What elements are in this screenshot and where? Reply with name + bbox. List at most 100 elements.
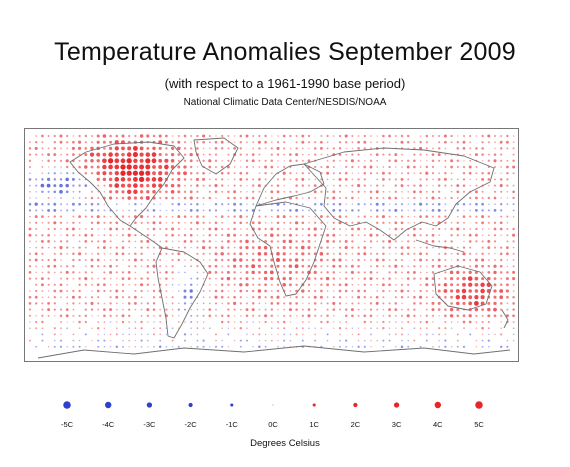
anomaly-dot (252, 277, 255, 280)
anomaly-dot (28, 271, 32, 274)
anomaly-dot (450, 178, 453, 181)
anomaly-dot (246, 141, 248, 144)
anomaly-dot (152, 165, 156, 169)
anomaly-dot (28, 178, 32, 181)
anomaly-dot (171, 258, 174, 262)
anomaly-dot (463, 265, 465, 268)
anomaly-dot (419, 197, 422, 199)
anomaly-dot (462, 258, 466, 262)
anomaly-dot (245, 289, 249, 293)
anomaly-dot (121, 196, 125, 200)
legend-swatch (63, 401, 71, 409)
anomaly-dot (196, 147, 199, 150)
anomaly-dot (432, 215, 434, 218)
anomaly-dot (47, 283, 50, 286)
anomaly-dot (407, 209, 409, 212)
anomaly-dot (170, 183, 175, 188)
anomaly-dot (277, 321, 279, 323)
anomaly-dot (289, 321, 292, 323)
anomaly-dot (158, 215, 162, 218)
anomaly-dot (456, 345, 459, 348)
anomaly-dot (28, 209, 32, 212)
anomaly-dot (53, 345, 56, 348)
anomaly-dot (475, 233, 478, 237)
anomaly-dot (308, 147, 310, 150)
anomaly-dot (47, 314, 50, 317)
anomaly-dot (140, 221, 143, 224)
anomaly-dot (301, 147, 304, 150)
anomaly-dot (189, 190, 193, 194)
anomaly-dot (363, 246, 367, 249)
anomaly-dot (307, 196, 311, 200)
anomaly-dot (400, 314, 404, 317)
anomaly-dot (394, 240, 397, 243)
anomaly-dot (401, 240, 403, 243)
anomaly-dot (140, 289, 143, 293)
anomaly-dot (146, 264, 150, 268)
anomaly-dot (314, 178, 316, 181)
map-frame (24, 128, 519, 362)
anomaly-dot (140, 234, 143, 237)
anomaly-dot (152, 146, 156, 151)
legend-unit-label: Degrees Celsius (250, 438, 320, 449)
anomaly-dot (34, 140, 38, 144)
anomaly-dot (455, 294, 461, 300)
anomaly-dot (469, 252, 472, 255)
anomaly-dot (78, 184, 81, 187)
anomaly-dot (177, 215, 181, 219)
anomaly-dot (407, 283, 410, 286)
anomaly-dot (171, 283, 174, 286)
anomaly-dot (153, 252, 155, 255)
anomaly-dot (196, 345, 199, 348)
anomaly-dot (313, 227, 317, 231)
anomaly-dot (146, 146, 150, 150)
anomaly-dot (351, 165, 354, 169)
anomaly-dot (109, 221, 112, 225)
anomaly-dot (146, 277, 149, 280)
anomaly-dot (512, 227, 515, 231)
anomaly-dot (215, 284, 217, 286)
anomaly-dot (41, 320, 44, 324)
anomaly-dot (401, 190, 403, 193)
anomaly-dot (41, 203, 44, 206)
anomaly-dot (456, 246, 459, 249)
anomaly-dot (369, 172, 373, 175)
anomaly-dot (151, 152, 157, 157)
anomaly-dot (394, 308, 398, 311)
anomaly-dot (227, 346, 230, 348)
anomaly-dot (159, 227, 162, 231)
anomaly-dot (227, 265, 230, 268)
anomaly-dot (456, 333, 459, 336)
anomaly-dot (128, 265, 131, 268)
anomaly-dot (257, 295, 261, 299)
anomaly-dot (345, 196, 348, 200)
anomaly-dot (189, 295, 193, 299)
anomaly-dot (320, 327, 323, 330)
anomaly-dot (500, 215, 503, 218)
anomaly-dot (252, 283, 255, 286)
anomaly-dot (431, 314, 435, 317)
anomaly-dot (469, 153, 472, 156)
anomaly-dot (41, 166, 44, 168)
anomaly-dot (407, 178, 410, 181)
anomaly-dot (468, 171, 472, 175)
anomaly-dot (394, 271, 398, 274)
anomaly-dot (214, 147, 218, 150)
anomaly-dot (401, 197, 403, 199)
anomaly-dot (177, 153, 181, 156)
anomaly-dot (401, 166, 403, 168)
anomaly-dot (96, 283, 100, 287)
anomaly-dot (469, 215, 472, 218)
anomaly-dot (66, 296, 69, 299)
anomaly-dot (475, 321, 478, 323)
anomaly-dot (264, 339, 267, 342)
anomaly-dot (425, 302, 428, 305)
anomaly-dot (394, 227, 398, 231)
anomaly-dot (35, 228, 38, 230)
anomaly-dot (78, 178, 81, 181)
anomaly-dot (121, 314, 125, 318)
anomaly-dot (90, 221, 94, 225)
anomaly-dot (34, 215, 38, 219)
anomaly-dot (97, 246, 100, 249)
anomaly-dot (270, 327, 273, 330)
